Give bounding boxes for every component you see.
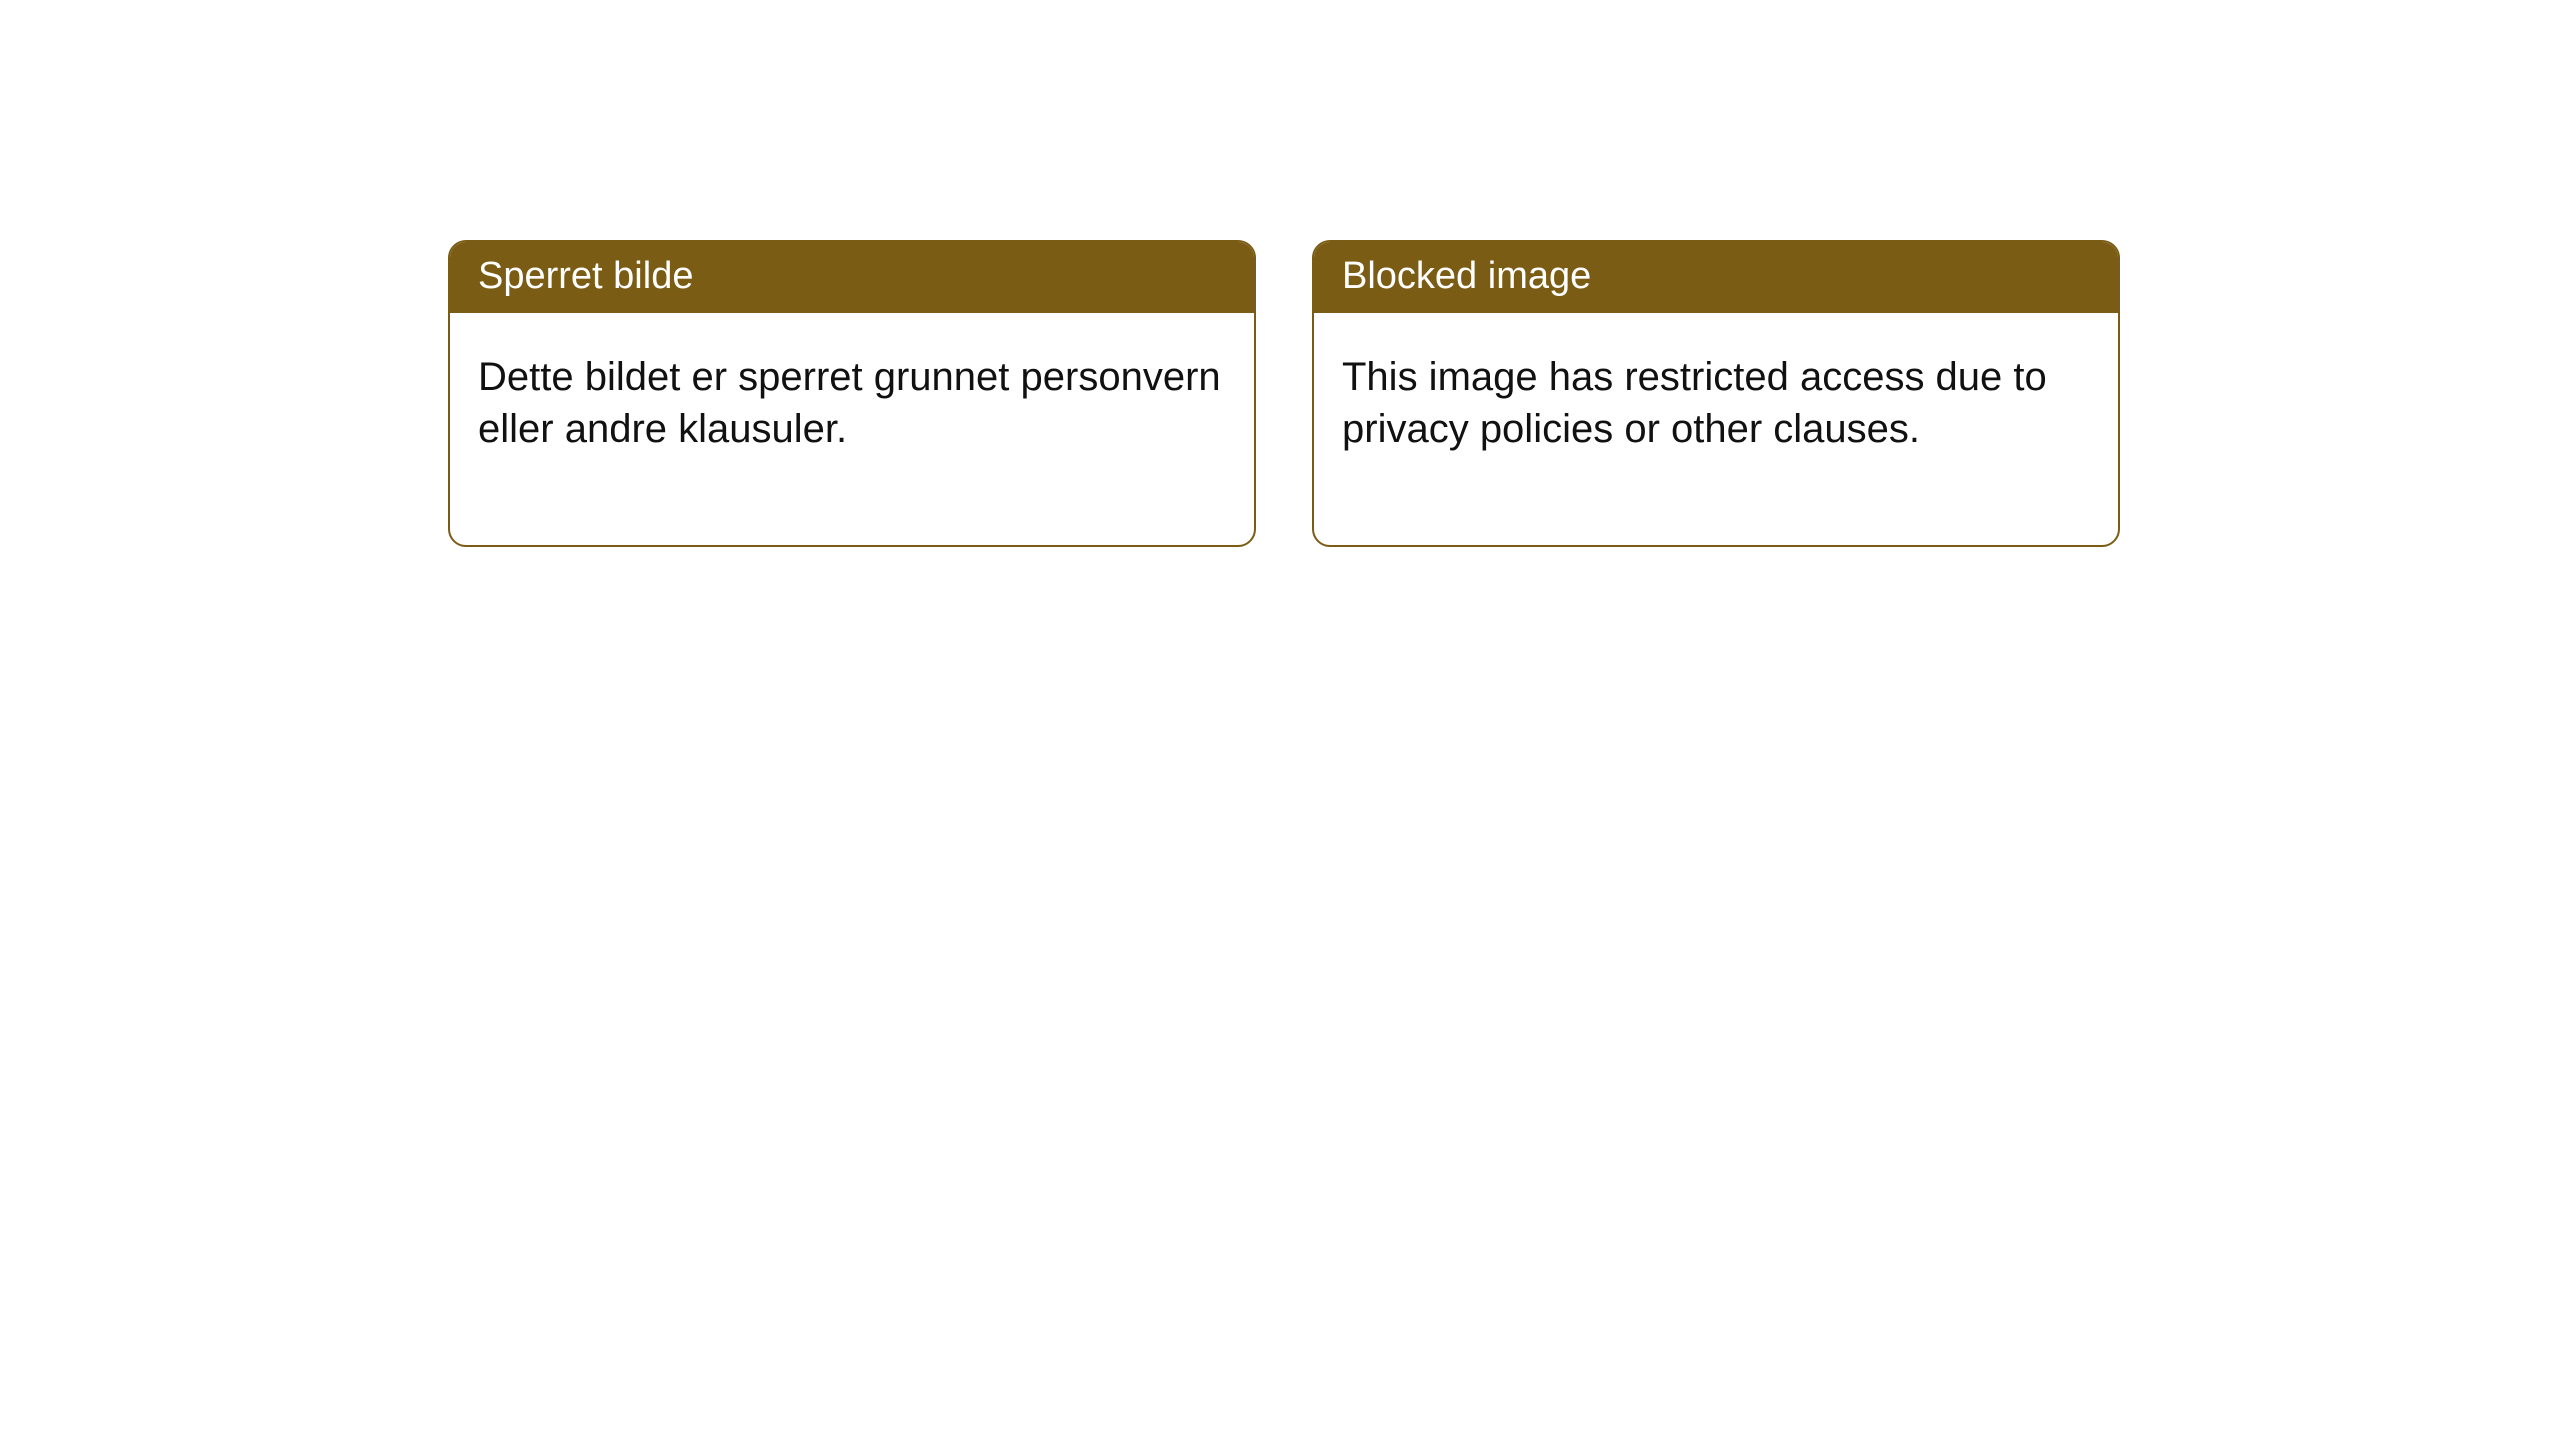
- card-header: Blocked image: [1314, 242, 2118, 313]
- card-body-text: This image has restricted access due to …: [1342, 355, 2047, 451]
- notice-card-english: Blocked image This image has restricted …: [1312, 240, 2120, 547]
- card-body-text: Dette bildet er sperret grunnet personve…: [478, 355, 1221, 451]
- card-title: Blocked image: [1342, 255, 1591, 297]
- notice-cards-container: Sperret bilde Dette bildet er sperret gr…: [448, 240, 2560, 547]
- card-title: Sperret bilde: [478, 255, 693, 297]
- card-header: Sperret bilde: [450, 242, 1254, 313]
- notice-card-norwegian: Sperret bilde Dette bildet er sperret gr…: [448, 240, 1256, 547]
- card-body: This image has restricted access due to …: [1314, 313, 2118, 545]
- card-body: Dette bildet er sperret grunnet personve…: [450, 313, 1254, 545]
